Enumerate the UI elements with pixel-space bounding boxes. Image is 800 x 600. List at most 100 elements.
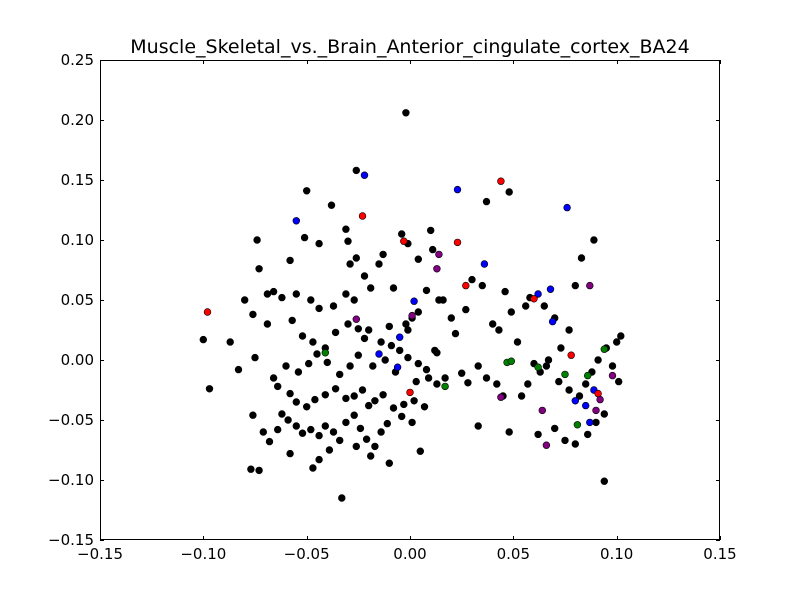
data-point: [315, 431, 323, 440]
data-point: [292, 422, 300, 430]
y-tick-label: −0.10: [48, 471, 94, 489]
data-point: [505, 188, 513, 196]
data-point: [573, 421, 582, 429]
data-point: [414, 255, 422, 263]
data-point: [398, 412, 406, 421]
data-point: [592, 406, 600, 415]
data-point: [493, 380, 501, 388]
data-point: [400, 400, 408, 409]
data-point: [389, 284, 398, 292]
data-point: [336, 370, 344, 379]
data-point: [371, 442, 379, 451]
data-point: [482, 374, 491, 382]
data-point: [342, 394, 350, 403]
data-point: [263, 290, 272, 298]
data-point: [294, 368, 303, 376]
data-point: [338, 494, 346, 502]
data-point: [594, 356, 602, 364]
data-point: [480, 260, 489, 268]
data-point: [307, 296, 315, 304]
data-point: [286, 389, 294, 398]
data-point: [451, 329, 460, 338]
data-point: [360, 272, 369, 280]
data-point: [583, 430, 592, 439]
data-point: [439, 296, 447, 304]
data-point: [408, 418, 416, 427]
data-point: [329, 428, 338, 436]
data-point: [331, 328, 340, 337]
data-point: [199, 335, 208, 344]
data-point: [300, 233, 309, 242]
data-point: [292, 398, 300, 406]
data-point: [433, 265, 441, 273]
data-point: [352, 254, 360, 262]
data-point: [307, 425, 315, 434]
data-point: [255, 466, 263, 475]
data-point: [530, 295, 538, 303]
data-point: [478, 281, 486, 290]
data-point: [453, 185, 462, 194]
data-point: [365, 401, 373, 410]
data-point: [600, 345, 608, 353]
data-point: [284, 416, 292, 424]
data-point: [387, 341, 396, 350]
data-point: [427, 226, 435, 235]
data-point: [286, 449, 294, 458]
data-point: [482, 197, 491, 206]
data-point: [414, 308, 422, 316]
data-point: [385, 322, 393, 331]
data-point: [505, 428, 513, 436]
data-point: [360, 171, 369, 179]
data-point: [422, 365, 431, 374]
data-point: [336, 436, 344, 445]
data-point: [586, 418, 594, 427]
data-point: [441, 382, 449, 391]
data-point: [565, 386, 573, 394]
data-point: [292, 217, 300, 225]
data-point: [360, 334, 369, 343]
data-point: [315, 239, 323, 248]
y-tick-label: 0.05: [61, 291, 94, 309]
data-point: [433, 380, 441, 388]
data-point: [571, 397, 579, 405]
x-axis-ticks: −0.15 −0.10 −0.05 0.00 0.05 0.10 0.15: [77, 60, 737, 563]
data-point: [362, 435, 371, 443]
data-point: [608, 362, 617, 370]
x-tick-label: 0.00: [393, 545, 426, 563]
data-point: [375, 260, 383, 268]
data-point: [381, 356, 389, 364]
data-point: [583, 371, 592, 380]
data-point: [429, 245, 437, 254]
data-point: [538, 406, 546, 415]
data-point: [367, 452, 375, 460]
data-point: [274, 382, 282, 391]
data-point: [352, 166, 360, 175]
data-point: [561, 436, 569, 445]
data-point: [352, 442, 360, 451]
y-tick-label: 0.10: [61, 231, 94, 249]
y-axis-ticks: −0.15 −0.10 −0.05 0.00 0.05 0.10 0.15 0.20 0.25: [48, 51, 720, 549]
plot-frame: [100, 60, 720, 540]
data-point: [298, 429, 307, 437]
data-point: [497, 177, 505, 185]
data-point: [342, 290, 350, 298]
data-point: [571, 440, 579, 448]
data-point: [410, 297, 418, 305]
data-point: [274, 425, 282, 434]
data-point: [544, 356, 553, 364]
data-point: [329, 302, 338, 310]
data-point: [263, 320, 272, 328]
data-point: [350, 296, 358, 304]
data-point: [575, 392, 584, 400]
data-point: [344, 237, 352, 245]
data-point: [249, 310, 257, 319]
data-point: [561, 370, 569, 379]
data-point: [315, 455, 323, 464]
data-point: [567, 351, 575, 359]
data-point: [383, 419, 391, 428]
data-point: [352, 315, 360, 323]
data-point: [278, 293, 286, 302]
data-point: [501, 287, 509, 296]
data-point: [313, 350, 321, 358]
